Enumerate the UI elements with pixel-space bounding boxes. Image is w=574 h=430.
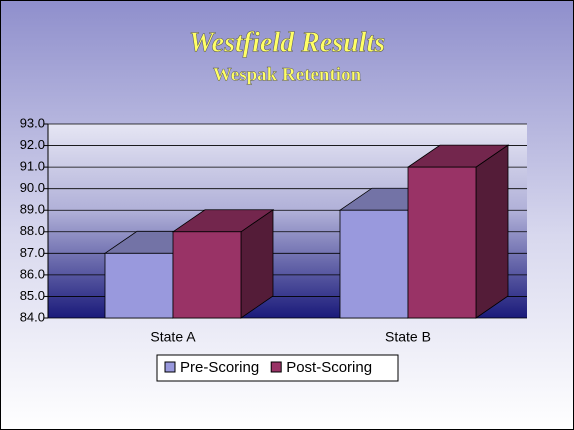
legend-label: Pre-Scoring	[180, 359, 259, 376]
legend-swatch	[270, 361, 282, 373]
y-tick-label: 91.0	[20, 159, 45, 174]
y-tick-label: 89.0	[20, 202, 45, 217]
legend-label: Post-Scoring	[286, 359, 372, 376]
x-tick-label: State A	[150, 329, 196, 345]
bar	[172, 231, 242, 319]
x-tick-label: State B	[385, 329, 431, 345]
y-tick-label: 86.0	[20, 266, 45, 281]
bar	[407, 166, 477, 319]
y-tick-label: 84.0	[20, 309, 45, 324]
y-tick-label: 92.0	[20, 137, 45, 152]
y-tick-label: 85.0	[20, 288, 45, 303]
chart-subtitle: Wespak Retention	[213, 64, 362, 85]
chart-title: Westfield Results	[189, 27, 385, 58]
y-tick-label: 93.0	[20, 115, 45, 130]
y-tick-label: 88.0	[20, 223, 45, 238]
bar	[104, 252, 174, 319]
y-tick-label: 87.0	[20, 245, 45, 260]
bar-side	[475, 144, 509, 319]
bar	[339, 209, 409, 319]
legend-swatch	[164, 361, 176, 373]
y-tick-label: 90.0	[20, 180, 45, 195]
